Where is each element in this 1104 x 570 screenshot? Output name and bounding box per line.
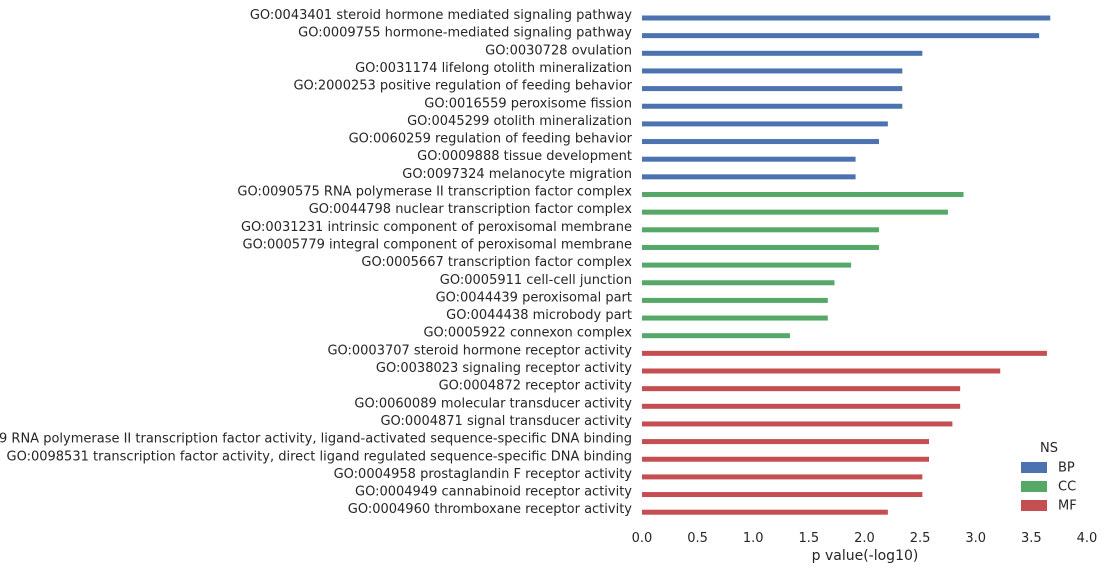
bar-cc bbox=[642, 192, 964, 197]
x-tick-label: 0.5 bbox=[687, 531, 708, 546]
bar-cc bbox=[642, 244, 879, 250]
bar-bp bbox=[642, 156, 856, 162]
x-tick-label: 1.5 bbox=[799, 531, 820, 546]
category-label: GO:0098531 transcription factor activity… bbox=[7, 449, 632, 464]
category-label: GO:0003707 steroid hormone receptor acti… bbox=[327, 343, 632, 358]
x-tick-label: 0.0 bbox=[632, 531, 653, 546]
bar-mf bbox=[642, 439, 930, 445]
category-label: GO:0060089 molecular transducer activity bbox=[354, 396, 632, 411]
bar-cc bbox=[642, 280, 835, 286]
category-label: GO:0044439 peroxisomal part bbox=[436, 290, 632, 305]
bar-bp bbox=[642, 139, 879, 145]
bar-cc bbox=[642, 315, 828, 321]
bar-mf bbox=[642, 368, 1001, 374]
legend-label-bp: BP bbox=[1058, 461, 1075, 476]
bar-cc bbox=[642, 227, 879, 233]
bar-mf bbox=[642, 386, 961, 392]
category-label: GO:0060259 regulation of feeding behavio… bbox=[349, 132, 633, 147]
category-label: GO:0016559 peroxisome fission bbox=[424, 96, 632, 111]
x-axis-title: p value(-log10) bbox=[812, 548, 919, 564]
category-label: GO:0090575 RNA polymerase II transcripti… bbox=[237, 185, 632, 200]
category-label: GO:2000253 positive regulation of feedin… bbox=[293, 79, 632, 94]
bar-bp bbox=[642, 50, 923, 56]
x-tick-label: 1.0 bbox=[743, 531, 764, 546]
category-label: GO:0005922 connexon complex bbox=[423, 326, 632, 341]
category-label: GO:0004958 prostaglandin F receptor acti… bbox=[334, 467, 633, 482]
category-label: GO:0038023 signaling receptor activity bbox=[376, 361, 632, 376]
category-label: GO:0031231 intrinsic component of peroxi… bbox=[241, 220, 632, 235]
category-label: GO:0045299 otolith mineralization bbox=[407, 114, 632, 129]
bars bbox=[642, 15, 1051, 515]
bar-bp bbox=[642, 103, 903, 109]
category-label: GO:0005779 integral component of peroxis… bbox=[243, 237, 632, 252]
x-axis-ticks: 0.0 0.5 1.0 1.5 2.0 2.5 3.0 3.5 4.0 bbox=[632, 531, 1098, 546]
category-label: GO:0030728 ovulation bbox=[485, 43, 632, 58]
bar-bp bbox=[642, 121, 888, 127]
category-label: GO:0031174 lifelong otolith mineralizati… bbox=[355, 61, 632, 76]
category-label: GO:0044798 nuclear transcription factor … bbox=[309, 202, 633, 217]
category-label: GO:0009755 hormone-mediated signaling pa… bbox=[298, 26, 632, 41]
bar-cc bbox=[642, 209, 948, 215]
bar-mf bbox=[642, 350, 1047, 356]
category-label: GO:0044438 microbody part bbox=[446, 308, 632, 323]
bar-mf bbox=[642, 509, 888, 515]
bar-mf bbox=[642, 456, 930, 462]
legend-title: NS bbox=[1040, 441, 1058, 456]
category-label: GO:0004960 thromboxane receptor activity bbox=[348, 502, 633, 517]
bar-cc bbox=[642, 297, 828, 303]
category-label: GO:0005911 cell-cell junction bbox=[440, 273, 632, 288]
x-tick-label: 4.0 bbox=[1077, 531, 1098, 546]
x-tick-label: 3.0 bbox=[965, 531, 986, 546]
category-label: GO:0004949 cannabinoid receptor activity bbox=[355, 485, 632, 500]
category-label: GO:0009888 tissue development bbox=[417, 149, 632, 164]
x-tick-label: 2.5 bbox=[910, 531, 931, 546]
bar-mf bbox=[642, 492, 923, 498]
bar-bp bbox=[642, 174, 856, 180]
legend-swatch-bp bbox=[1021, 462, 1047, 473]
category-label: GO:0097324 melanocyte migration bbox=[402, 167, 632, 182]
bar-mf bbox=[642, 421, 953, 427]
category-label: GO:0043401 steroid hormone mediated sign… bbox=[250, 8, 632, 23]
category-label: GO:0005667 transcription factor complex bbox=[361, 255, 632, 270]
bar-mf bbox=[642, 403, 961, 409]
bar-cc bbox=[642, 262, 852, 268]
bar-bp bbox=[642, 33, 1040, 39]
bar-mf bbox=[642, 474, 923, 480]
legend: NS BP CC MF bbox=[1021, 441, 1077, 514]
legend-label-cc: CC bbox=[1058, 480, 1076, 495]
legend-swatch-mf bbox=[1021, 500, 1047, 511]
x-tick-label: 3.5 bbox=[1021, 531, 1042, 546]
legend-label-mf: MF bbox=[1058, 499, 1077, 514]
bar-bp bbox=[642, 86, 903, 92]
category-label: GO:0004872 receptor activity bbox=[439, 379, 633, 394]
bar-bp bbox=[642, 68, 903, 74]
bar-bp bbox=[642, 15, 1051, 21]
category-labels: GO:0043401 steroid hormone mediated sign… bbox=[0, 8, 633, 517]
category-label: GO:0004879 RNA polymerase II transcripti… bbox=[0, 432, 632, 447]
x-tick-label: 2.0 bbox=[854, 531, 875, 546]
bar-cc bbox=[642, 333, 790, 339]
category-label: GO:0004871 signal transducer activity bbox=[380, 414, 632, 429]
legend-swatch-cc bbox=[1021, 481, 1047, 492]
